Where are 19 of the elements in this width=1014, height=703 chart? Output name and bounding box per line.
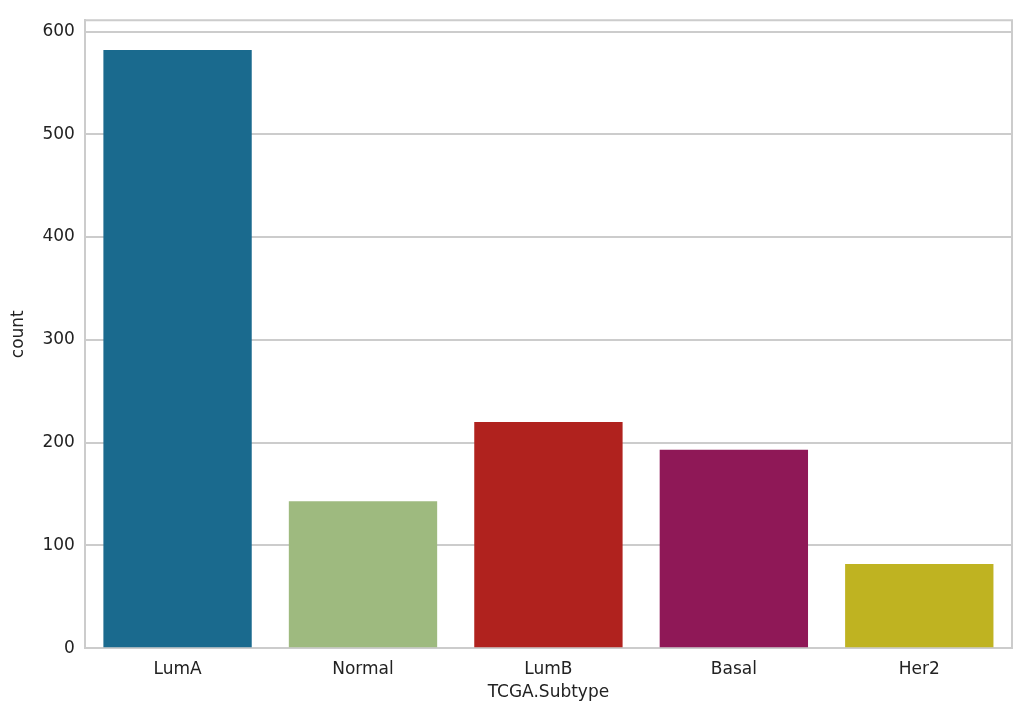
y-tick-label: 600: [42, 19, 75, 40]
bar: [288, 501, 438, 648]
x-tick-label: LumA: [153, 657, 202, 678]
x-tick-label: LumB: [524, 657, 573, 678]
x-tick-label: Her2: [898, 657, 940, 678]
y-tick-label: 100: [42, 533, 75, 554]
bar: [103, 50, 252, 648]
y-tick-label: 200: [42, 431, 75, 452]
y-tick-label: 300: [42, 328, 75, 349]
x-tick-label: Basal: [710, 657, 757, 678]
y-tick-label: 0: [64, 636, 75, 657]
y-axis-title: count: [6, 309, 27, 359]
y-tick-label: 500: [42, 122, 75, 143]
x-tick-label: Normal: [332, 657, 394, 678]
x-axis-title: TCGA.Subtype: [486, 681, 610, 702]
bar: [474, 422, 623, 648]
bar: [845, 563, 994, 648]
bar: [659, 449, 809, 648]
y-tick-label: 400: [42, 225, 75, 246]
